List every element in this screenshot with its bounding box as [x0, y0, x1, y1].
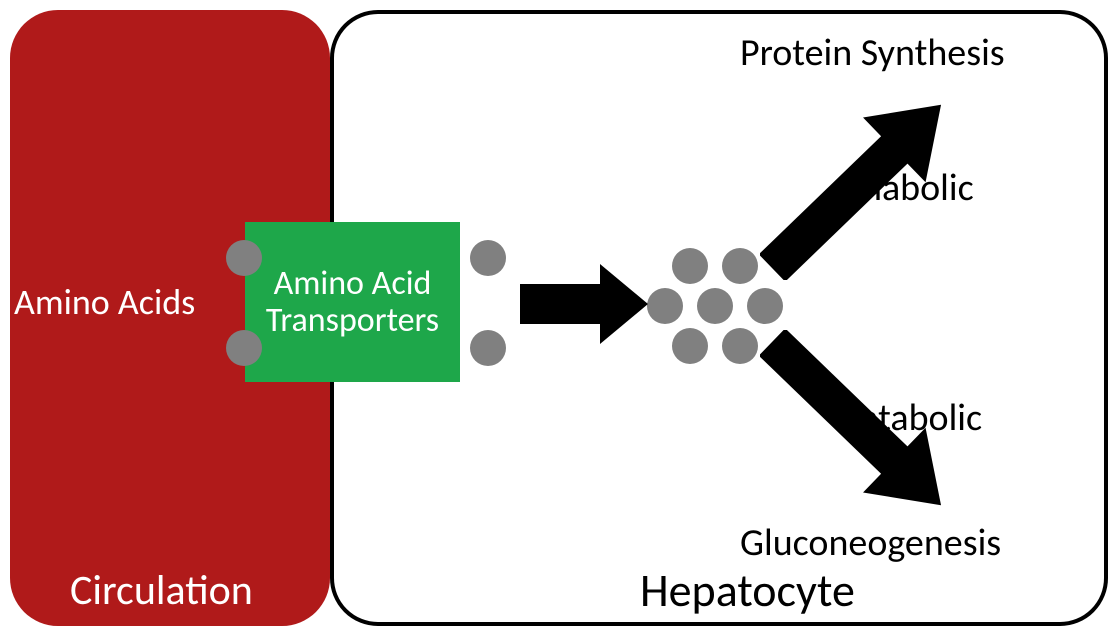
arrow-right-icon — [520, 262, 650, 346]
amino-acids-label: Amino Acids — [14, 280, 195, 324]
amino-acid-dot — [697, 288, 733, 324]
arrow-catabolic-icon — [760, 330, 980, 540]
amino-acid-dot — [226, 330, 262, 366]
transporter-label-line1: Amino Acid — [266, 265, 439, 302]
amino-acid-dot — [470, 240, 506, 276]
amino-acid-dot — [647, 288, 683, 324]
transporter-label: Amino Acid Transporters — [266, 265, 439, 340]
amino-acid-dot — [672, 328, 708, 364]
amino-acid-dot — [226, 240, 262, 276]
transporter-box: Amino Acid Transporters — [245, 222, 460, 382]
amino-acid-dot — [470, 330, 506, 366]
amino-acid-dot — [722, 328, 758, 364]
amino-acid-dot — [722, 248, 758, 284]
amino-acid-dot — [747, 288, 783, 324]
amino-acid-dot — [672, 248, 708, 284]
arrow-anabolic-icon — [760, 70, 980, 280]
hepatocyte-label: Hepatocyte — [640, 563, 855, 619]
transporter-label-line2: Transporters — [266, 302, 439, 339]
diagram-canvas: Amino Acid Transporters Amino Acids Circ… — [0, 0, 1118, 636]
circulation-label: Circulation — [70, 565, 253, 616]
